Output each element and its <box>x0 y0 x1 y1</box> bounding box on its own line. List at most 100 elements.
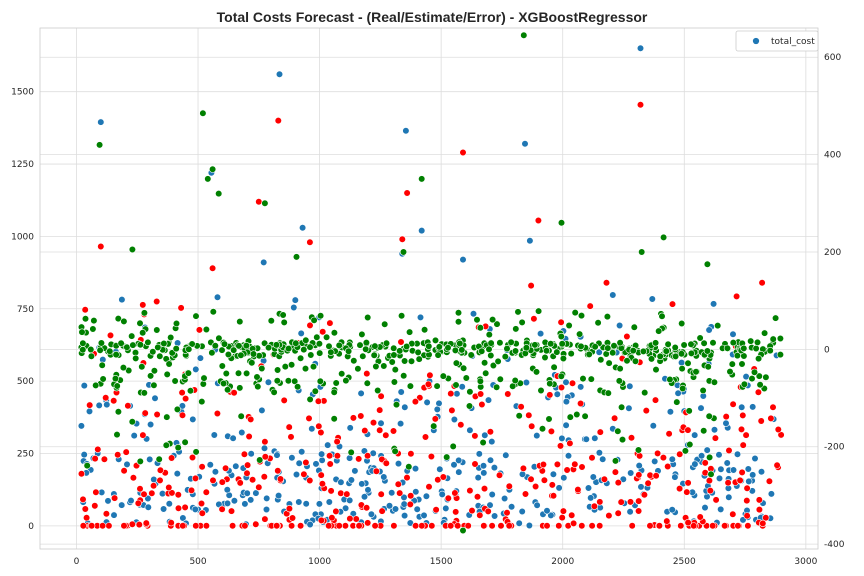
error-point <box>629 347 637 355</box>
total_cost-point <box>701 504 709 512</box>
error-point <box>356 341 364 349</box>
error-point <box>90 317 98 325</box>
error-point <box>571 309 579 317</box>
error-point <box>113 382 121 390</box>
estimate-point <box>317 428 325 437</box>
total_cost-point <box>522 378 531 387</box>
total_cost-point <box>397 420 405 428</box>
total_cost-point <box>518 470 527 478</box>
error-point <box>534 307 543 315</box>
total_cost-point <box>722 419 730 427</box>
error-point <box>575 330 584 338</box>
error-point <box>87 352 95 360</box>
total_cost-point <box>710 426 719 434</box>
error-point <box>684 359 692 367</box>
estimate-point <box>79 495 87 504</box>
error-point <box>433 382 441 390</box>
error-point <box>692 368 700 376</box>
estimate-point <box>425 483 433 491</box>
estimate-point <box>297 522 305 530</box>
error-point <box>123 343 131 351</box>
total_cost-point <box>749 403 757 411</box>
total_cost-point <box>469 310 478 318</box>
error-point <box>679 384 687 393</box>
error-point <box>485 331 493 339</box>
estimate-point <box>81 306 89 314</box>
estimate-point <box>452 508 460 516</box>
estimate-point <box>743 512 751 520</box>
estimate-point <box>376 426 384 434</box>
estimate-point <box>285 505 294 513</box>
estimate-point <box>378 507 386 515</box>
x-tick-label: 2000 <box>551 557 574 567</box>
error-point <box>403 342 411 351</box>
estimate-point <box>466 487 474 495</box>
error-point <box>754 355 763 363</box>
estimate-point <box>218 478 226 486</box>
error-point <box>671 352 680 361</box>
error-point <box>200 374 208 382</box>
total_cost-point <box>252 489 260 497</box>
estimate-point <box>712 496 720 504</box>
error-point <box>631 357 640 365</box>
total_cost-point <box>547 511 555 520</box>
error-point <box>209 165 217 173</box>
estimate-point <box>241 522 249 530</box>
estimate-point <box>376 406 384 414</box>
total_cost-point <box>420 511 428 520</box>
estimate-point <box>651 396 660 404</box>
estimate-point <box>468 507 476 515</box>
estimate-point <box>230 389 238 397</box>
estimate-point <box>742 431 750 439</box>
error-point <box>140 389 148 397</box>
total_cost-point <box>490 464 499 472</box>
estimate-point <box>426 371 434 379</box>
estimate-point <box>88 522 96 530</box>
error-point <box>581 412 589 420</box>
error-point <box>211 342 219 350</box>
total_cost-point <box>325 498 333 506</box>
estimate-point <box>578 522 586 530</box>
total_cost-point <box>391 505 400 513</box>
error-point <box>136 319 144 327</box>
error-point <box>435 343 443 351</box>
total_cost-point <box>691 460 699 468</box>
error-point <box>192 312 200 320</box>
error-point <box>230 346 238 354</box>
error-point <box>150 367 158 375</box>
estimate-point <box>663 517 671 525</box>
error-point <box>300 346 308 354</box>
total_cost-point <box>767 490 776 498</box>
error-point <box>587 375 595 383</box>
estimate-point <box>177 304 185 312</box>
estimate-point <box>528 422 536 430</box>
error-point <box>273 377 281 385</box>
estimate-point <box>390 522 398 530</box>
estimate-point <box>684 479 692 487</box>
estimate-point <box>285 423 293 431</box>
total_cost-point <box>302 500 310 508</box>
error-point <box>79 346 87 354</box>
error-point <box>696 334 704 342</box>
estimate-point <box>213 409 221 418</box>
error-point <box>547 340 555 348</box>
error-point <box>532 368 541 376</box>
estimate-point <box>762 514 770 522</box>
estimate-point <box>156 466 164 474</box>
error-point <box>374 386 382 395</box>
error-point <box>87 345 95 354</box>
estimate-point <box>397 338 405 346</box>
error-point <box>476 377 485 385</box>
error-point <box>330 329 339 337</box>
total_cost-point <box>85 407 94 416</box>
error-point <box>496 339 504 347</box>
error-point <box>390 378 399 386</box>
estimate-point <box>412 522 420 530</box>
error-point <box>163 370 171 379</box>
estimate-point <box>451 489 459 497</box>
estimate-point <box>252 520 260 528</box>
error-point <box>280 318 288 327</box>
estimate-point <box>326 460 334 468</box>
total_cost-point <box>705 326 713 334</box>
total_cost-point <box>442 504 450 513</box>
